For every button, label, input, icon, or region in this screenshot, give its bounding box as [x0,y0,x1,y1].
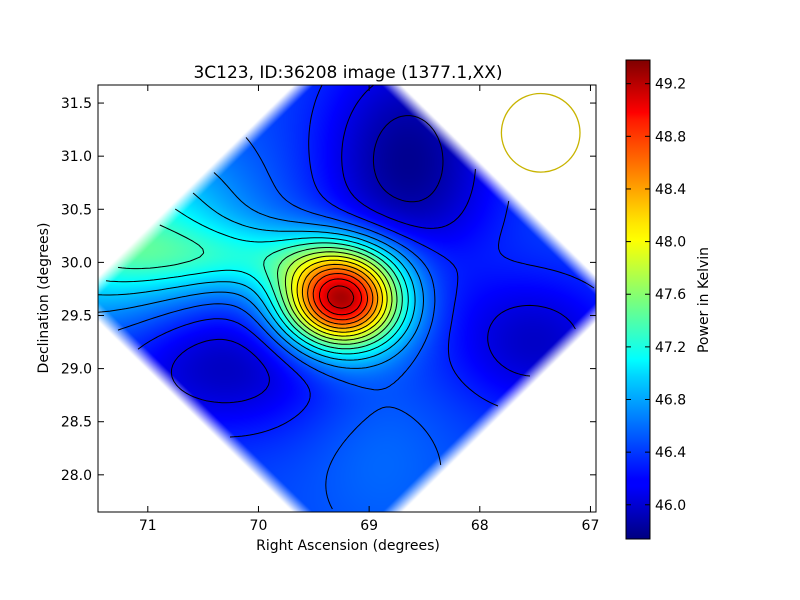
contour-level [291,255,388,337]
contour-level [312,273,368,321]
contour-level [277,247,398,345]
contour-level [307,268,374,325]
x-tick-label: 70 [250,518,268,534]
plot-area [97,84,597,513]
chart-title: 3C123, ID:36208 image (1377.1,XX) [193,63,502,83]
contour-level [98,172,424,369]
colorbar: 46.0 46.4 46.8 47.2 47.6 48.0 48.4 48.8 49.2 Pow… [625,59,712,540]
colorbar-tick-label: 48.4 [655,182,686,198]
contour-level [296,259,383,333]
y-axis: 28.0 28.5 29.0 29.5 30.0 30.5 31.0 31.5 [61,96,596,484]
x-tick-label: 67 [582,518,600,534]
contour-lines [98,85,595,510]
contour-level [117,224,403,350]
y-tick-label: 28.0 [61,468,92,484]
contour-level [98,192,416,361]
colorbar-tick-label: 46.4 [655,445,686,461]
colorbar-tick-label: 47.2 [655,340,686,356]
y-tick-label: 31.5 [61,96,92,112]
colorbar-label: Power in Kelvin [696,247,712,353]
contour-level [284,251,393,341]
colorbar-tick-label: 48.0 [655,235,686,251]
y-tick-label: 28.5 [61,415,92,431]
x-axis-label: Right Ascension (degrees) [256,538,440,554]
colorbar-tick-label: 48.8 [655,129,686,145]
x-tick-label: 69 [360,518,378,534]
contour-level [372,115,444,203]
contour-level [327,285,355,309]
y-axis-label: Declination (degrees) [36,223,52,374]
x-tick-label: 71 [139,518,157,534]
colorbar-tick-label: 49.2 [655,77,686,93]
contour-level [319,278,362,316]
colorbar-tick-label: 46.0 [655,498,686,514]
y-tick-label: 29.5 [61,308,92,324]
y-tick-label: 29.0 [61,362,92,378]
contour-level [301,263,379,329]
colorbar-gradient [625,59,651,540]
colorbar-ticks: 46.0 46.4 46.8 47.2 47.6 48.0 48.4 48.8 49.2 [626,77,686,514]
y-tick-label: 31.0 [61,149,92,165]
colorbar-tick-label: 47.6 [655,287,686,303]
x-axis: 71 70 69 68 67 [139,85,599,534]
contour-level [137,85,595,438]
y-tick-label: 30.5 [61,202,92,218]
heatmap-image [98,85,596,512]
colorbar-tick-label: 46.8 [655,393,686,409]
beam-marker-circle [500,92,581,173]
y-tick-label: 30.0 [61,255,92,271]
contour-level [117,137,442,510]
plot-frame [97,84,597,513]
contour-level [105,208,409,355]
x-tick-label: 68 [471,518,489,534]
